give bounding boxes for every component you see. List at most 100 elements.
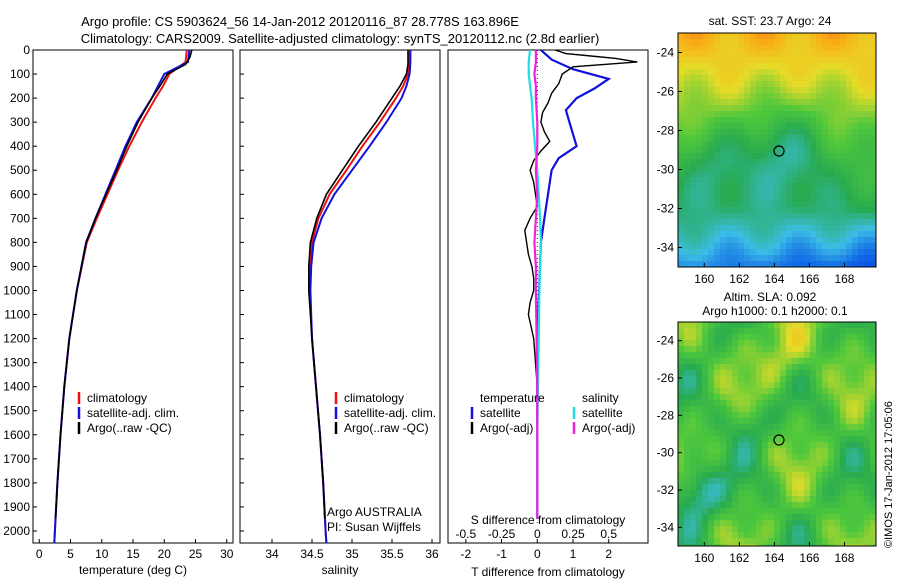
heatmap-cell	[762, 81, 769, 88]
heatmap-cell	[708, 346, 715, 353]
heatmap-cell	[756, 418, 763, 425]
heatmap-cell	[810, 424, 817, 431]
heatmap-cell	[714, 538, 721, 545]
heatmap-cell	[810, 322, 817, 329]
heatmap-cell	[720, 406, 727, 413]
heatmap-cell	[804, 454, 811, 461]
heatmap-cell	[684, 177, 691, 184]
heatmap-cell	[828, 364, 835, 371]
heatmap-cell	[702, 454, 709, 461]
heatmap-cell	[726, 87, 733, 94]
heatmap-cell	[714, 424, 721, 431]
heatmap-cell	[732, 45, 739, 52]
heatmap-cell	[774, 75, 781, 82]
heatmap-cell	[798, 225, 805, 232]
heatmap-cell	[744, 340, 751, 347]
heatmap-cell	[798, 117, 805, 124]
heatmap-cell	[750, 352, 757, 359]
heatmap-cell	[840, 466, 847, 473]
x-tick-label: 20	[158, 547, 172, 561]
heatmap-cell	[840, 394, 847, 401]
heatmap-cell	[858, 33, 865, 40]
heatmap-cell	[774, 147, 781, 154]
heatmap-cell	[714, 63, 721, 70]
heatmap-cell	[792, 334, 799, 341]
heatmap-cell	[792, 412, 799, 419]
heatmap-cell	[720, 532, 727, 539]
heatmap-cell	[822, 502, 829, 509]
heatmap-cell	[786, 370, 793, 377]
heatmap-cell	[810, 520, 817, 527]
heatmap-cell	[828, 484, 835, 491]
heatmap-cell	[774, 51, 781, 58]
heatmap-cell	[714, 406, 721, 413]
heatmap-cell	[744, 123, 751, 130]
heatmap-cell	[762, 394, 769, 401]
heatmap-cell	[792, 544, 799, 547]
heatmap-cell	[756, 123, 763, 130]
heatmap-cell	[744, 478, 751, 485]
heatmap-cell	[732, 388, 739, 395]
heatmap-cell	[798, 454, 805, 461]
heatmap-cell	[726, 352, 733, 359]
heatmap-cell	[810, 502, 817, 509]
heatmap-cell	[810, 352, 817, 359]
heatmap-cell	[744, 171, 751, 178]
heatmap-cell	[798, 418, 805, 425]
heatmap-cell	[750, 219, 757, 226]
heatmap-cell	[852, 454, 859, 461]
heatmap-cell	[792, 364, 799, 371]
heatmap-cell	[864, 430, 871, 437]
heatmap-cell	[846, 442, 853, 449]
heatmap-cell	[792, 165, 799, 172]
heatmap-cell	[708, 364, 715, 371]
heatmap-cell	[828, 147, 835, 154]
heatmap-cell	[726, 370, 733, 377]
heatmap-cell	[852, 436, 859, 443]
heatmap-cell	[840, 243, 847, 250]
heatmap-cell	[744, 352, 751, 359]
heatmap-cell	[714, 117, 721, 124]
heatmap-cell	[804, 442, 811, 449]
heatmap-cell	[762, 472, 769, 479]
heatmap-cell	[816, 135, 823, 142]
heatmap-cell	[870, 51, 877, 58]
heatmap-cell	[804, 243, 811, 250]
heatmap-cell	[744, 219, 751, 226]
heatmap-cell	[756, 231, 763, 238]
x-tick-label: 35	[345, 547, 359, 561]
heatmap-cell	[786, 400, 793, 407]
heatmap-cell	[732, 334, 739, 341]
heatmap-cell	[684, 201, 691, 208]
heatmap-cell	[840, 81, 847, 88]
heatmap-cell	[738, 243, 745, 250]
heatmap-cell	[738, 478, 745, 485]
heatmap-cell	[864, 436, 871, 443]
heatmap-cell	[714, 213, 721, 220]
heatmap-cell	[804, 388, 811, 395]
heatmap-cell	[840, 237, 847, 244]
heatmap-cell	[744, 231, 751, 238]
heatmap-cell	[840, 165, 847, 172]
heatmap-cell	[726, 376, 733, 383]
heatmap-cell	[798, 442, 805, 449]
heatmap-cell	[846, 81, 853, 88]
heatmap-cell	[708, 69, 715, 76]
heatmap-cell	[852, 358, 859, 365]
heatmap-cell	[768, 63, 775, 70]
heatmap-cell	[738, 322, 745, 329]
heatmap-cell	[816, 63, 823, 70]
heatmap-cell	[678, 219, 685, 226]
heatmap-cell	[690, 93, 697, 100]
heatmap-cell	[786, 418, 793, 425]
heatmap-cell	[690, 255, 697, 262]
heatmap-cell	[720, 508, 727, 515]
heatmap-cell	[792, 45, 799, 52]
heatmap-cell	[684, 370, 691, 377]
heatmap-cell	[690, 147, 697, 154]
heatmap-cell	[738, 177, 745, 184]
heatmap-cell	[786, 328, 793, 335]
heatmap-cell	[774, 526, 781, 533]
heatmap-cell	[816, 183, 823, 190]
heatmap-cell	[726, 328, 733, 335]
